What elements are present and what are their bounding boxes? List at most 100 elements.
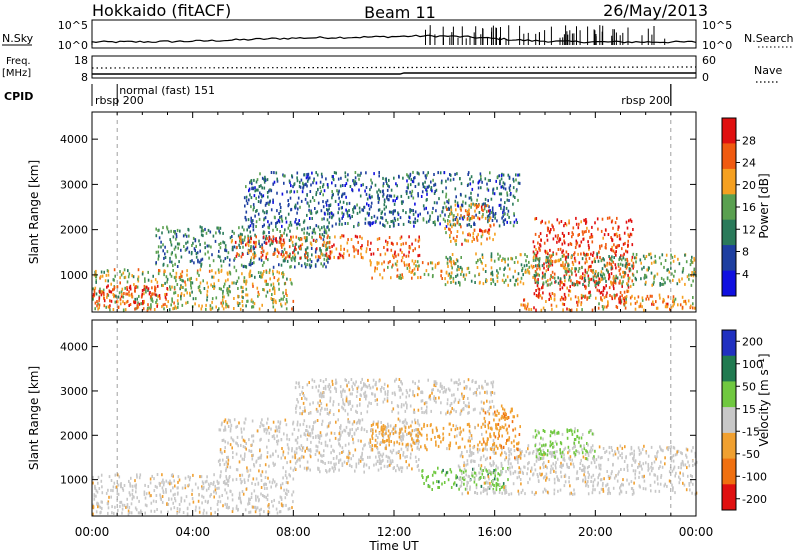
power-cell <box>422 185 425 189</box>
power-cell <box>663 265 665 269</box>
power-cell <box>444 219 446 223</box>
velocity-cell <box>121 507 124 511</box>
velocity-cell <box>153 509 156 513</box>
power-cell <box>176 228 179 232</box>
velocity-cell <box>168 497 170 501</box>
velocity-cell <box>326 432 328 436</box>
power-cell <box>291 174 293 178</box>
power-cell <box>261 275 264 279</box>
velocity-cell <box>392 448 395 452</box>
velocity-cell <box>436 428 438 432</box>
power-cell <box>408 216 411 220</box>
power-cell <box>479 280 481 284</box>
velocity-cell <box>488 486 491 490</box>
velocity-cell <box>363 464 365 468</box>
power-cell <box>323 230 326 234</box>
power-cell <box>304 248 307 252</box>
velocity-cell <box>174 499 177 503</box>
power-cell <box>618 281 621 285</box>
power-cell <box>396 184 398 188</box>
power-cell <box>392 242 394 246</box>
power-cell <box>550 259 552 263</box>
velocity-cell <box>572 462 575 466</box>
power-cell <box>277 218 280 222</box>
power-cell <box>506 220 508 224</box>
velocity-cell <box>251 454 253 458</box>
power-cell <box>298 262 300 266</box>
power-cell <box>352 210 355 214</box>
power-cell <box>587 283 590 287</box>
power-cell <box>154 278 157 282</box>
power-cell <box>321 252 323 256</box>
velocity-cell <box>155 500 157 504</box>
power-cell <box>376 267 378 271</box>
velocity-cell <box>333 449 335 453</box>
power-cell <box>627 285 630 289</box>
power-cell <box>331 196 333 200</box>
power-cell <box>327 260 329 264</box>
velocity-cell <box>239 496 242 500</box>
power-cell <box>682 268 684 272</box>
power-cell <box>590 235 593 239</box>
power-cell <box>442 217 445 221</box>
power-cell <box>418 264 420 268</box>
power-cell <box>414 217 416 221</box>
power-cell <box>613 287 615 291</box>
power-cell <box>669 279 671 283</box>
velocity-cell <box>227 441 229 445</box>
power-cell <box>161 305 163 309</box>
power-cell <box>491 219 494 222</box>
power-cell <box>327 225 329 229</box>
power-cell <box>149 307 152 311</box>
power-cell <box>486 182 488 186</box>
velocity-cell <box>461 492 464 496</box>
power-cell <box>123 292 125 295</box>
power-cell <box>399 248 402 252</box>
velocity-cell <box>167 481 170 485</box>
power-cell <box>162 262 165 266</box>
velocity-cell <box>246 469 248 473</box>
power-cell <box>124 275 127 279</box>
power-cell <box>280 234 282 237</box>
power-cell <box>585 230 587 233</box>
velocity-cell <box>468 429 471 433</box>
power-cell <box>462 200 464 204</box>
power-cell <box>264 203 267 207</box>
power-cell <box>459 223 461 227</box>
power-cell <box>687 299 690 303</box>
power-cell <box>592 254 594 257</box>
velocity-cell <box>267 504 269 508</box>
power-cell <box>624 241 626 245</box>
power-cell <box>136 304 139 308</box>
velocity-cell <box>114 505 116 509</box>
power-cell <box>174 231 176 235</box>
velocity-cell <box>458 431 461 435</box>
power-cell <box>258 242 260 246</box>
power-cell <box>533 273 536 277</box>
power-cell <box>122 300 124 304</box>
power-cell <box>379 221 381 225</box>
power-cell <box>337 203 340 207</box>
velocity-cell <box>96 490 99 494</box>
power-cell <box>591 235 594 239</box>
power-cell <box>580 303 582 307</box>
power-cell <box>424 180 426 184</box>
power-cell <box>636 300 638 304</box>
velocity-cell <box>221 451 223 455</box>
velocity-cell <box>249 498 251 502</box>
power-cell <box>250 258 252 262</box>
power-cell <box>623 290 626 294</box>
power-cell <box>290 257 293 261</box>
power-cell <box>290 265 292 269</box>
velocity-cell <box>123 484 126 487</box>
power-cell <box>379 273 381 277</box>
power-cell <box>383 200 386 203</box>
velocity-cell <box>385 454 388 458</box>
power-cell <box>632 273 635 277</box>
power-cell <box>265 201 268 205</box>
power-cell <box>315 193 317 197</box>
velocity-cell <box>153 489 156 493</box>
velocity-cell <box>166 502 168 506</box>
velocity-cell <box>385 446 387 450</box>
power-cell <box>548 265 550 268</box>
